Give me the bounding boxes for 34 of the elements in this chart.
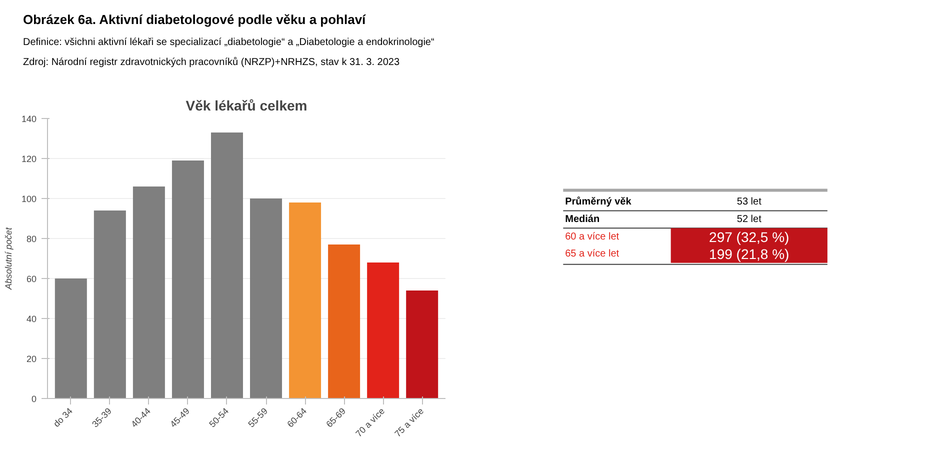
bar xyxy=(289,202,322,398)
y-tick-label: 60 xyxy=(26,274,37,284)
x-tick-label: 75 a více xyxy=(392,406,426,439)
y-tick-label: 120 xyxy=(21,154,37,164)
text: 297 (32,5 %) xyxy=(709,228,790,245)
y-tick-label: 100 xyxy=(21,194,37,204)
text: Definice: všichni aktivní lékaři se specializací „diabetologie“ a „Diabetologie a endokrinologie“ xyxy=(23,36,434,50)
bar xyxy=(367,262,400,398)
y-tick-label: 140 xyxy=(21,114,37,124)
text: 52 let xyxy=(736,214,762,225)
x-tick-label: do 34 xyxy=(51,406,74,429)
text: 65 a více let xyxy=(565,248,620,260)
text: Průměrný věk xyxy=(565,196,632,208)
y-tick-label: 20 xyxy=(26,354,37,364)
bar xyxy=(328,244,360,398)
bar xyxy=(132,186,165,398)
bar xyxy=(94,210,126,398)
y-axis-title: Absolutní počet xyxy=(3,226,14,291)
bar xyxy=(54,278,87,398)
chart-subtitle: Věk lékařů celkem xyxy=(186,98,308,114)
bar xyxy=(250,198,282,398)
bar xyxy=(210,132,243,398)
text: Medián xyxy=(565,214,600,225)
x-tick-label: 70 a více xyxy=(354,406,387,439)
text: 60 a více let xyxy=(565,231,620,242)
y-tick-label: 40 xyxy=(26,314,37,324)
chart-title: Obrázek 6a. Aktivní diabetologové podle věku a pohlaví xyxy=(23,11,367,29)
y-tick-label: 0 xyxy=(31,394,37,404)
bar xyxy=(406,290,438,398)
y-tick-label: 80 xyxy=(26,234,37,244)
text: 199 (21,8 %) xyxy=(709,246,790,262)
text: Zdroj: Národní registr zdravotnických pracovníků (NRZP)+NRHZS, stav k 31. 3. 2023 xyxy=(23,56,401,70)
text: 53 let xyxy=(736,196,762,208)
bar xyxy=(172,160,204,398)
